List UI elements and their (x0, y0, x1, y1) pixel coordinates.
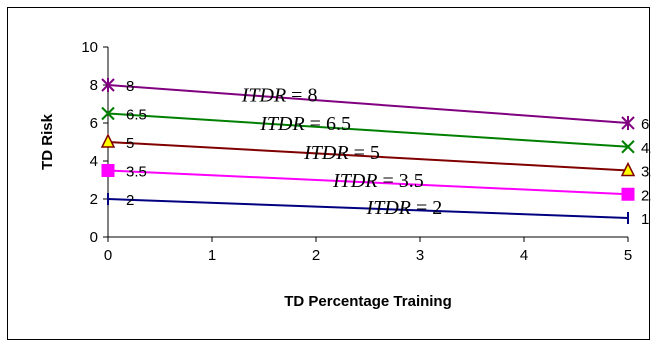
annotations: ITDR = 8 ITDR = 6.5 ITDR = 5 ITDR = 3.5 ITDR… (241, 85, 443, 219)
data-label-s1-p1: 4.75 (641, 140, 651, 157)
data-label-s4-p0: 2 (126, 192, 134, 209)
y-tick-label: 6 (90, 115, 98, 132)
y-tick-label: 2 (90, 191, 98, 208)
x-tick-label: 4 (520, 247, 528, 264)
x-tick-label: 5 (624, 247, 632, 264)
data-label-s3-p0: 3.5 (126, 164, 147, 181)
data-label-s4-p1: 1 (641, 211, 649, 228)
y-axis-title: TD Risk (39, 113, 56, 170)
data-point-s1-p0 (101, 106, 115, 121)
x-tick-label: 1 (208, 247, 216, 264)
y-tick-label: 10 (81, 39, 98, 56)
y-tick-label: 4 (90, 153, 98, 170)
x-tick-label: 2 (312, 247, 320, 264)
series-lines (107, 84, 629, 219)
series-markers (100, 78, 636, 224)
y-tick-label: 0 (90, 229, 98, 246)
annotation-itdr-2: ITDR = 5 (303, 142, 380, 164)
data-point-s2-p0 (100, 133, 116, 148)
data-point-s3-p1 (621, 187, 635, 201)
x-axis-title: TD Percentage Training (284, 293, 452, 310)
data-label-s3-p1: 2.25 (641, 187, 651, 204)
annotation-itdr-0: ITDR = 8 (241, 85, 318, 107)
series-line-4 (107, 198, 629, 219)
x-tick-label: 0 (104, 247, 112, 264)
x-tick-label: 3 (416, 247, 424, 264)
annotation-itdr-4: ITDR = 2 (366, 197, 443, 219)
data-label-s0-p0: 8 (126, 78, 134, 95)
data-label-s1-p0: 6.5 (126, 107, 147, 124)
series-line-2 (107, 141, 629, 172)
series-line-0 (107, 84, 629, 124)
data-point-s1-p1 (621, 140, 635, 154)
data-labels: 8 6 6.5 4.75 5 3.5 3.5 2.25 2 1 (126, 78, 651, 228)
data-point-s0-p0 (101, 78, 115, 92)
data-label-s2-p0: 5 (126, 135, 134, 152)
x-axis-ticks: 0 1 2 3 4 5 (104, 237, 632, 264)
data-label-s0-p1: 6 (641, 116, 649, 133)
y-tick-label: 8 (90, 77, 98, 94)
annotation-itdr-1: ITDR = 6.5 (259, 113, 351, 135)
annotation-itdr-3: ITDR = 3.5 (332, 170, 424, 192)
data-point-s2-p1 (620, 161, 636, 177)
data-point-s0-p1 (621, 116, 635, 130)
series-line-1 (107, 112, 629, 148)
data-label-s2-p1: 3.5 (641, 164, 651, 181)
data-point-s3-p0 (101, 164, 115, 177)
series-line-3 (107, 169, 629, 196)
